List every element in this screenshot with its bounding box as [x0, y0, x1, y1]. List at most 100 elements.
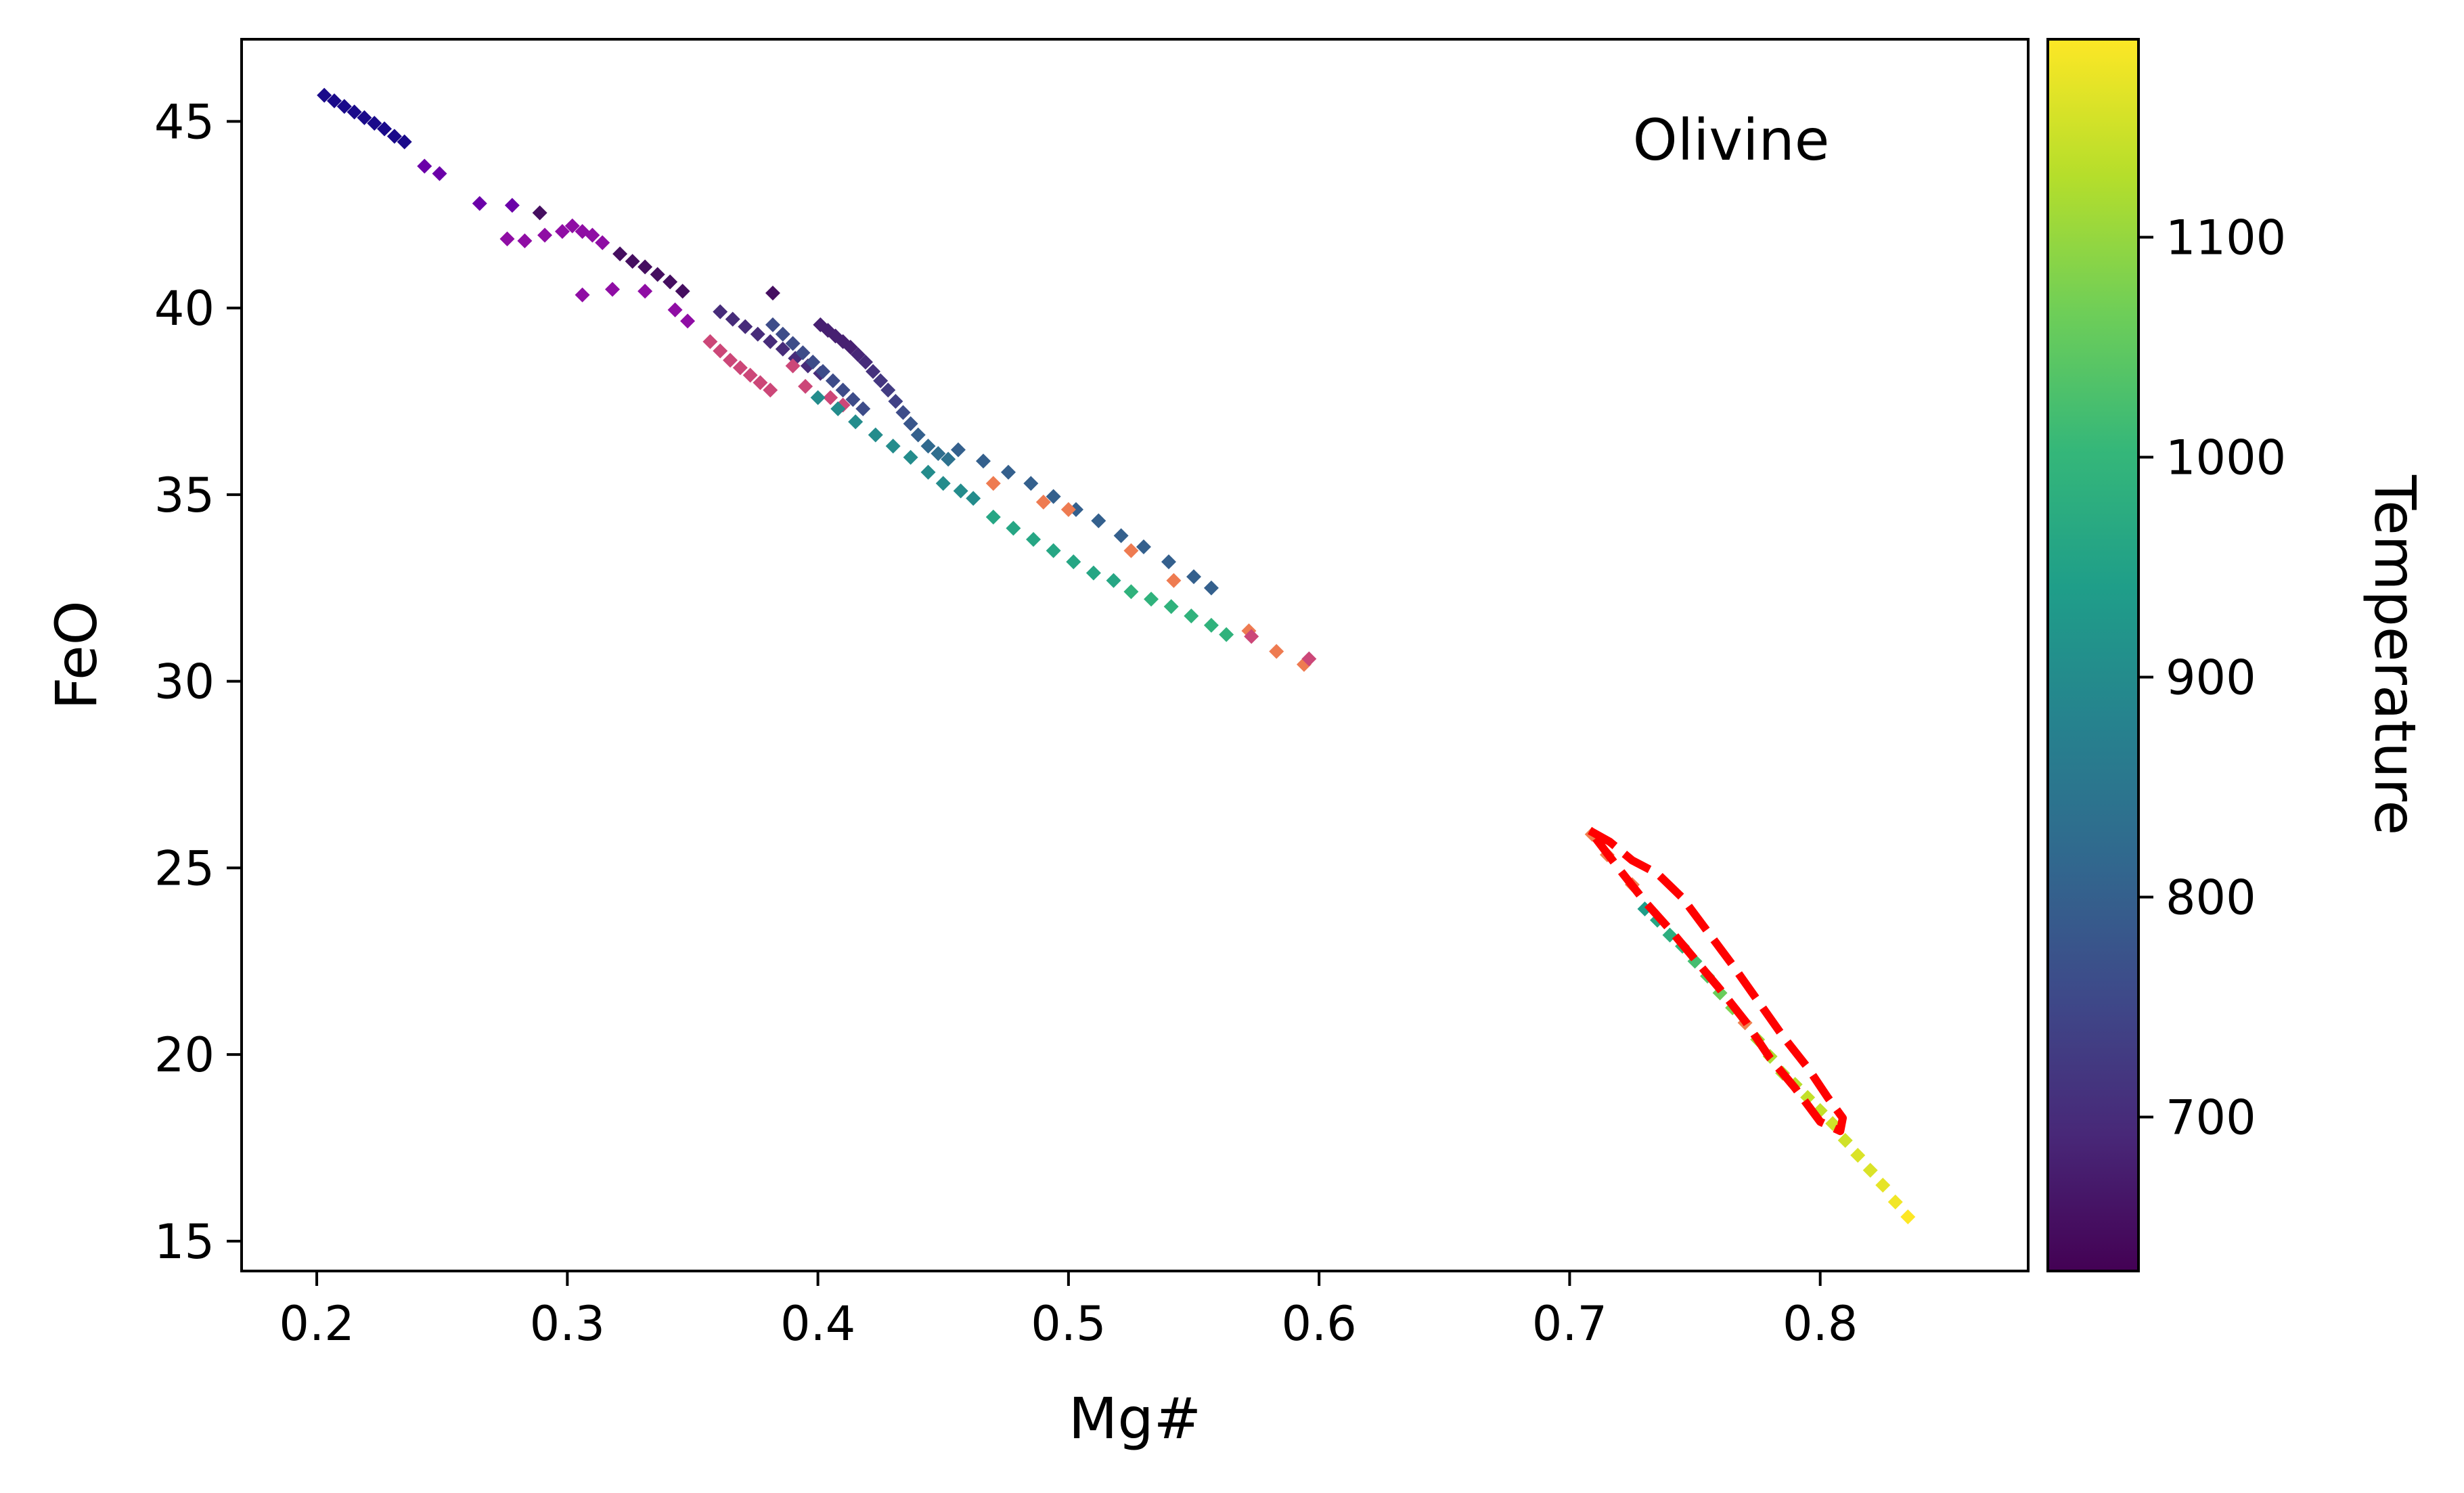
data-point: [1875, 1178, 1891, 1193]
data-point: [753, 375, 768, 391]
data-point: [798, 378, 813, 394]
plot-frame: [240, 38, 2030, 1272]
data-point: [1026, 532, 1041, 548]
y-tick-label: 40: [154, 281, 215, 336]
data-point: [1244, 629, 1259, 644]
data-point: [985, 476, 1001, 491]
x-axis-label: Mg#: [1069, 1385, 1201, 1452]
data-point: [680, 313, 696, 329]
data-point: [1001, 464, 1016, 480]
data-point: [825, 373, 841, 388]
data-point: [1887, 1194, 1903, 1209]
data-point: [810, 390, 826, 405]
data-point: [637, 259, 653, 275]
y-tick-label: 15: [154, 1214, 215, 1270]
data-point: [815, 363, 831, 379]
data-point: [1106, 573, 1121, 588]
y-tick-label: 35: [154, 468, 215, 523]
data-point: [835, 334, 851, 349]
data-point: [885, 439, 901, 454]
data-point: [868, 427, 883, 443]
data-point: [848, 414, 864, 430]
data-point: [637, 284, 653, 299]
data-point: [1161, 554, 1176, 570]
data-point: [346, 104, 362, 120]
data-point: [537, 227, 553, 243]
y-tick-label: 25: [154, 841, 215, 896]
x-tick-label: 0.6: [1281, 1296, 1356, 1352]
data-point: [775, 326, 790, 342]
data-point: [920, 464, 936, 480]
data-point: [1862, 1163, 1878, 1178]
data-point: [386, 129, 402, 144]
data-point: [723, 353, 738, 368]
data-point: [920, 439, 936, 454]
data-point: [742, 367, 758, 383]
y-tick-label: 20: [154, 1027, 215, 1083]
x-tick-label: 0.3: [530, 1296, 605, 1352]
data-point: [835, 382, 851, 398]
data-point: [966, 491, 981, 506]
x-tick-label: 0.5: [1031, 1296, 1106, 1352]
data-point: [604, 282, 620, 297]
data-point: [1046, 489, 1061, 504]
data-point: [1837, 1132, 1853, 1148]
axes: 0.2 0.3 0.4 0.5 0.6 0.7 0.8 15 20 25 30 35 40 45: [154, 94, 1858, 1352]
data-point: [857, 355, 873, 370]
data-point: [1301, 651, 1317, 667]
data-point: [895, 405, 911, 420]
data-point: [1046, 543, 1061, 558]
data-point: [504, 198, 520, 213]
data-point: [738, 319, 753, 334]
data-point: [1850, 1148, 1866, 1163]
data-point: [1219, 627, 1234, 642]
data-point: [517, 233, 533, 248]
data-point: [713, 304, 728, 319]
data-point: [830, 401, 846, 416]
data-point: [950, 442, 966, 458]
data-point: [1166, 573, 1182, 588]
x-tick-label: 0.2: [279, 1296, 354, 1352]
envelope-layer: [1586, 826, 1847, 1136]
data-point: [985, 509, 1001, 525]
data-point: [650, 267, 665, 282]
data-point: [326, 93, 342, 108]
data-point: [785, 358, 801, 374]
data-point: [713, 343, 728, 359]
data-point: [935, 476, 951, 491]
x-tick-label: 0.7: [1532, 1296, 1607, 1352]
data-point: [941, 451, 956, 467]
data-point: [1123, 543, 1139, 558]
colorbar-tick-label: 700: [2166, 1090, 2256, 1146]
data-point: [880, 382, 896, 398]
data-point: [763, 382, 778, 398]
data-point: [1091, 513, 1106, 529]
data-point: [866, 363, 881, 379]
data-point: [765, 317, 780, 332]
data-point: [367, 116, 382, 131]
data-point: [850, 347, 866, 363]
colorbar-tick-label: 800: [2166, 870, 2256, 926]
data-point: [1163, 599, 1179, 615]
data-point: [1060, 502, 1076, 517]
data-point: [472, 196, 487, 211]
scatter-points: [317, 87, 1916, 1225]
data-point: [1203, 617, 1219, 633]
data-point: [843, 340, 858, 355]
colorbar-label: Temperature: [2362, 474, 2428, 835]
data-point: [432, 166, 447, 181]
y-tick-label: 45: [154, 94, 215, 150]
y-tick-label: 30: [154, 654, 215, 710]
envelope-line: [1586, 826, 1847, 1136]
data-point: [575, 287, 590, 303]
data-point: [417, 158, 432, 174]
colorbar: [2046, 38, 2140, 1272]
data-point: [663, 274, 678, 290]
data-point: [499, 231, 515, 247]
data-point: [357, 110, 372, 125]
data-point: [1203, 580, 1219, 596]
data-point: [1184, 608, 1199, 624]
data-point: [763, 334, 778, 349]
data-point: [675, 284, 690, 299]
